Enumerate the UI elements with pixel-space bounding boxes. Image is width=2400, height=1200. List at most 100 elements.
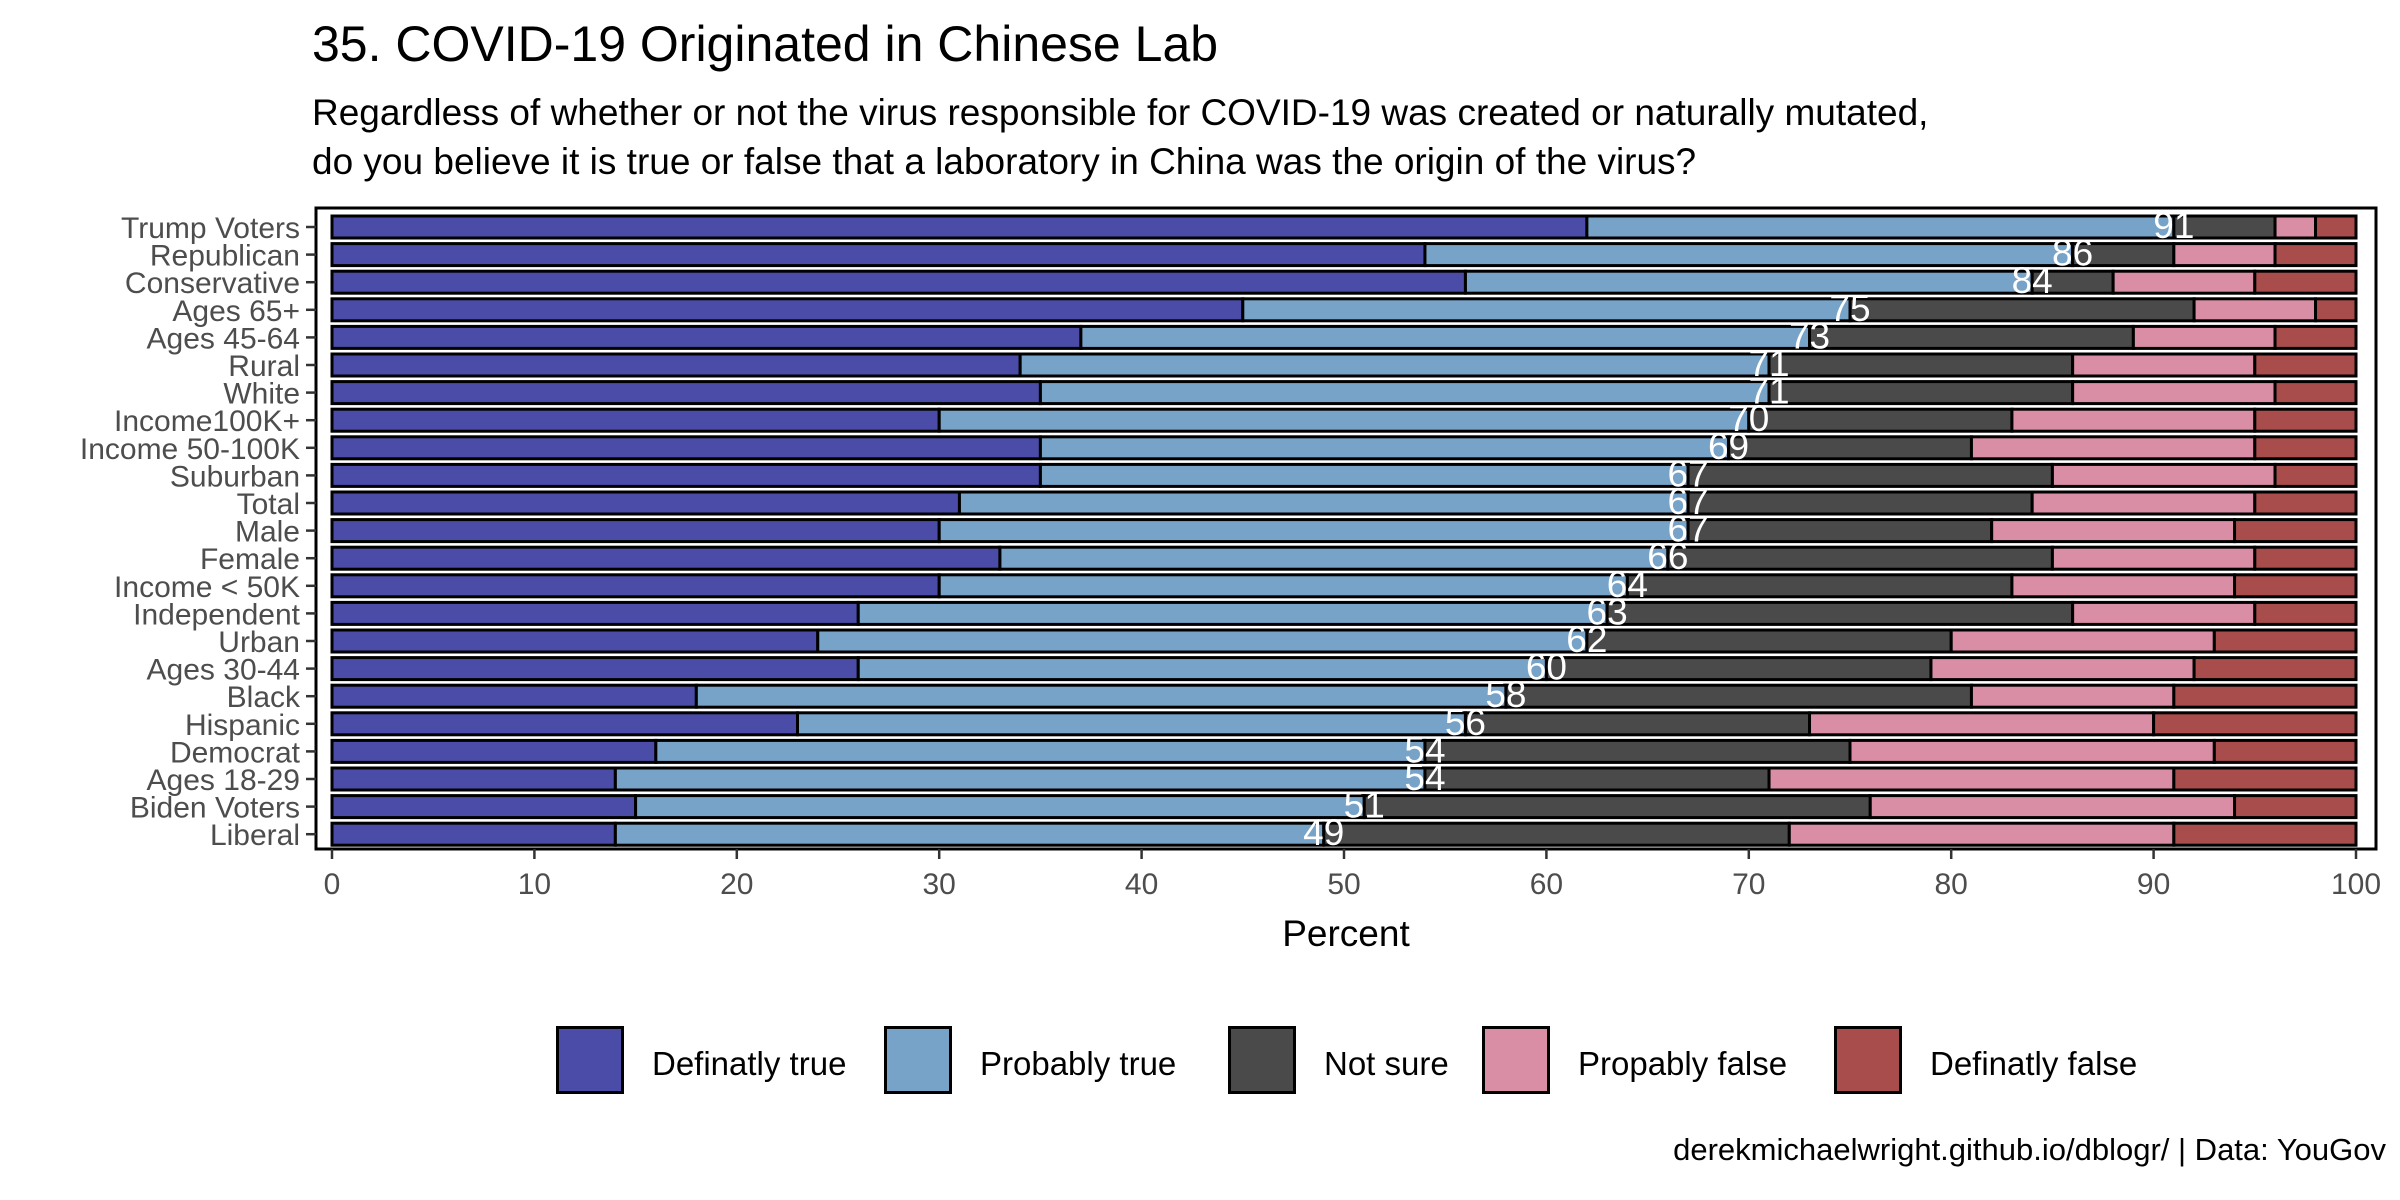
legend-key-definatly-false [1834, 1026, 1902, 1094]
bar-ages-65-definatly-false [2314, 297, 2358, 323]
bar-black-propably-false [1969, 683, 2176, 709]
bar-democrat-not-sure [1423, 738, 1852, 764]
bar-biden-voters-propably-false [1868, 794, 2237, 820]
bar-income-50-100k-definatly-false [2253, 435, 2358, 461]
subtitle-line-2: do you believe it is true or false that … [312, 141, 1697, 182]
bar-black-probably-true [694, 683, 1508, 709]
y-tick-label-income100k: Income100K+ [114, 405, 300, 438]
bar-urban-propably-false [1949, 628, 2216, 654]
bar-democrat-definatly-false [2212, 738, 2358, 764]
stacked-bar-chart: 9186847573717170696767676664636260585654… [80, 205, 2381, 954]
bar-income100k-propably-false [2010, 407, 2257, 433]
data-label-independent: 63 [1587, 591, 1628, 632]
y-tick-label-democrat: Democrat [170, 736, 301, 769]
bar-female-probably-true [998, 545, 1670, 571]
bar-ages-30-44-definatly-false [2192, 656, 2358, 682]
bar-liberal-definatly-false [2172, 821, 2358, 847]
data-label-income-50-100k: 69 [1708, 426, 1749, 467]
data-label-urban: 62 [1566, 619, 1607, 660]
data-label-republican: 86 [2052, 233, 2093, 274]
bar-ages-18-29-propably-false [1767, 766, 2176, 792]
bar-biden-voters-not-sure [1362, 794, 1872, 820]
bar-ages-30-44-probably-true [856, 656, 1548, 682]
bar-ages-65-definatly-true [330, 297, 1245, 323]
bar-income-50-100k-probably-true [1038, 435, 1731, 461]
y-tick-label-ages-65: Ages 65+ [172, 295, 300, 328]
y-tick-label-suburban: Suburban [170, 460, 300, 493]
bar-conservative-definatly-true [330, 269, 1467, 295]
y-tick-label-ages-30-44: Ages 30-44 [147, 654, 300, 687]
bar-rural-probably-true [1018, 352, 1771, 378]
x-tick-label-80: 80 [1935, 868, 1968, 901]
bar-ages-45-64-definatly-false [2273, 324, 2358, 350]
bar-ages-45-64-not-sure [1808, 324, 2135, 350]
data-label-white: 71 [1748, 371, 1789, 412]
x-tick-label-0: 0 [324, 868, 341, 901]
bar-hispanic-probably-true [796, 711, 1467, 737]
bar-income-50k-definatly-true [330, 573, 941, 599]
data-label-suburban: 67 [1668, 453, 1709, 494]
legend-key-definatly-true [556, 1026, 624, 1094]
bar-hispanic-definatly-false [2152, 711, 2358, 737]
bar-suburban-propably-false [2050, 462, 2277, 488]
subtitle-line-1: Regardless of whether or not the virus r… [312, 92, 1929, 133]
data-label-income100k: 70 [1728, 398, 1769, 439]
legend-key-probably-true [884, 1026, 952, 1094]
bar-democrat-probably-true [654, 738, 1427, 764]
chart-caption: derekmichaelwright.github.io/dblogr/ | D… [1673, 1132, 2386, 1167]
x-tick-label-10: 10 [518, 868, 551, 901]
bar-female-propably-false [2050, 545, 2257, 571]
y-tick-label-rural: Rural [228, 350, 300, 383]
bar-income-50-100k-propably-false [1969, 435, 2257, 461]
y-tick-label-female: Female [200, 543, 300, 576]
bar-income-50-100k-not-sure [1727, 435, 1973, 461]
bar-ages-30-44-propably-false [1929, 656, 2196, 682]
y-tick-label-black: Black [227, 681, 301, 714]
y-tick-label-trump-voters: Trump Voters [121, 212, 300, 245]
bar-total-probably-true [957, 490, 1690, 516]
y-tick-label-liberal: Liberal [210, 819, 300, 852]
data-label-conservative: 84 [2012, 260, 2053, 301]
bar-black-definatly-false [2172, 683, 2358, 709]
data-label-ages-30-44: 60 [1526, 647, 1567, 688]
bar-male-definatly-true [330, 518, 941, 544]
bar-white-probably-true [1038, 380, 1771, 406]
bar-white-propably-false [2071, 380, 2277, 406]
bar-ages-30-44-not-sure [1544, 656, 1933, 682]
bar-ages-65-propably-false [2192, 297, 2318, 323]
bar-hispanic-propably-false [1808, 711, 2156, 737]
bar-female-not-sure [1666, 545, 2054, 571]
bar-ages-65-not-sure [1848, 297, 2196, 323]
data-label-rural: 71 [1748, 343, 1789, 384]
bar-income-50k-definatly-false [2233, 573, 2358, 599]
bar-democrat-propably-false [1848, 738, 2216, 764]
bar-urban-probably-true [816, 628, 1589, 654]
bar-income100k-definatly-true [330, 407, 941, 433]
bar-ages-18-29-probably-true [613, 766, 1427, 792]
bar-independent-propably-false [2071, 600, 2257, 626]
data-label-hispanic: 56 [1445, 702, 1486, 743]
bar-total-definatly-true [330, 490, 961, 516]
bar-independent-definatly-true [330, 600, 860, 626]
bar-trump-voters-propably-false [2273, 214, 2318, 240]
bar-ages-45-64-probably-true [1079, 324, 1812, 350]
x-axis-title: Percent [1282, 913, 1410, 954]
bar-democrat-definatly-true [330, 738, 658, 764]
chart-subtitle: Regardless of whether or not the virus r… [312, 88, 2362, 186]
y-tick-label-biden-voters: Biden Voters [130, 792, 300, 825]
bar-female-definatly-true [330, 545, 1002, 571]
bar-total-not-sure [1686, 490, 2034, 516]
bar-biden-voters-definatly-true [330, 794, 638, 820]
bar-urban-definatly-false [2212, 628, 2358, 654]
bar-republican-propably-false [2172, 242, 2277, 268]
bar-independent-probably-true [856, 600, 1609, 626]
data-label-black: 58 [1485, 674, 1526, 715]
bar-rural-not-sure [1767, 352, 2075, 378]
bar-ages-45-64-propably-false [2131, 324, 2277, 350]
x-tick-label-40: 40 [1125, 868, 1158, 901]
legend-label-probably-true: Probably true [980, 1045, 1177, 1082]
bar-rural-propably-false [2071, 352, 2257, 378]
bar-suburban-probably-true [1038, 462, 1690, 488]
data-label-biden-voters: 51 [1344, 785, 1385, 826]
bar-rural-definatly-false [2253, 352, 2358, 378]
